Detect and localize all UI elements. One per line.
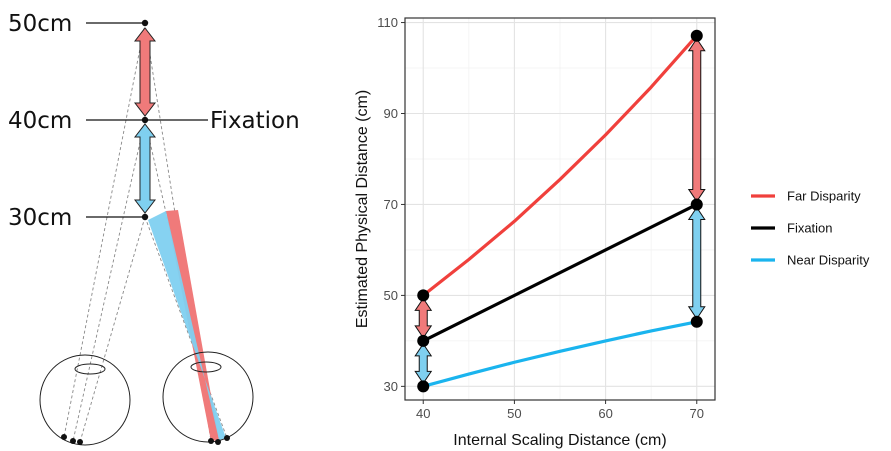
legend-label: Near Disparity bbox=[787, 253, 870, 268]
sight-line bbox=[144, 216, 228, 439]
far-point bbox=[141, 19, 149, 27]
y-tick-label: 50 bbox=[384, 288, 398, 303]
plot-border bbox=[404, 17, 716, 401]
series-layer bbox=[421, 34, 699, 388]
sight-line bbox=[72, 119, 146, 442]
data-point bbox=[690, 315, 703, 328]
y-axis-title: Estimated Physical Distance (cm) bbox=[354, 90, 371, 328]
series-line-fixation bbox=[421, 202, 699, 343]
data-point bbox=[690, 198, 703, 211]
data-point bbox=[417, 289, 430, 302]
data-point bbox=[417, 334, 430, 347]
y-tick-label: 30 bbox=[384, 379, 398, 394]
x-tick-label: 60 bbox=[598, 406, 612, 421]
sight-line bbox=[79, 216, 146, 443]
fixation-label: Fixation bbox=[210, 108, 300, 134]
near-distance-label: 30cm bbox=[8, 205, 72, 231]
distance-chart: 40 50 60 70 30 50 70 90 110 Internal Scaling Dis… bbox=[354, 15, 870, 449]
y-tick-label: 110 bbox=[377, 15, 398, 30]
left-eye bbox=[39, 354, 131, 446]
near-disparity-wedge bbox=[148, 211, 226, 440]
y-tick-label: 90 bbox=[384, 106, 398, 121]
series-line-far-disparity bbox=[421, 34, 699, 298]
x-axis-title: Internal Scaling Distance (cm) bbox=[453, 432, 666, 449]
series-line-near-disparity bbox=[421, 320, 699, 388]
right-eye bbox=[162, 351, 254, 445]
legend-label: Fixation bbox=[787, 221, 833, 236]
arrow-layer bbox=[414, 37, 706, 385]
x-tick-label: 40 bbox=[416, 406, 430, 421]
legend-label: Far Disparity bbox=[787, 189, 861, 204]
data-point bbox=[417, 380, 430, 393]
far-distance-label: 50cm bbox=[8, 11, 72, 37]
x-tick-label: 50 bbox=[507, 406, 521, 421]
far-disparity-arrow bbox=[133, 27, 157, 117]
axis-ticks: 40 50 60 70 30 50 70 90 110 bbox=[377, 15, 704, 421]
near-point bbox=[141, 213, 149, 221]
point-layer bbox=[417, 29, 703, 393]
legend: Far Disparity Fixation Near Disparity bbox=[751, 189, 870, 268]
y-tick-label: 70 bbox=[384, 197, 398, 212]
near-disparity-arrow bbox=[133, 123, 157, 214]
binocular-disparity-diagram: 50cm 40cm Fixation 30cm bbox=[8, 11, 300, 446]
sight-line bbox=[63, 22, 146, 438]
x-tick-label: 70 bbox=[690, 406, 704, 421]
data-point bbox=[690, 29, 703, 42]
fixation-distance-label: 40cm bbox=[8, 108, 72, 134]
fixation-point bbox=[141, 116, 149, 124]
